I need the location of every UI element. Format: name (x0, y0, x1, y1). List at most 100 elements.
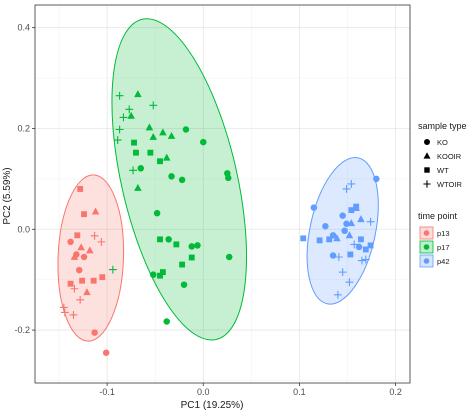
data-point-p17-square (147, 149, 154, 156)
legend-key-dot-p42 (423, 258, 430, 264)
data-point-p17-circle (225, 253, 233, 261)
data-point-p13-triangle (83, 288, 91, 296)
data-point-p13-plus (70, 284, 79, 293)
data-point-p17-plus (149, 101, 158, 110)
data-point-p42-triangle (333, 234, 341, 242)
data-point-p42-circle (310, 204, 318, 211)
grid-lines (35, 5, 410, 383)
legend-label-kooir: KOOIR (437, 152, 462, 161)
data-point-p13-triangle (70, 252, 79, 260)
data-point-p17-circle (153, 209, 161, 217)
data-point-p42-plus (334, 253, 343, 261)
data-point-p13-plus (60, 308, 69, 317)
x-tick-label: -0.1 (99, 387, 115, 397)
x-tick-label: 0.2 (389, 387, 402, 397)
data-point-p13-square (77, 186, 84, 192)
data-point-p17-square (157, 272, 163, 279)
data-point-p13-plus (59, 303, 68, 312)
data-point-p17-square (188, 254, 195, 261)
data-points (59, 90, 380, 357)
data-point-p17-circle (224, 170, 231, 177)
legend-label-wt: WT (437, 166, 449, 175)
data-point-p17-circle (150, 271, 157, 278)
data-point-p13-plus (90, 231, 99, 240)
data-point-p17-square (179, 261, 186, 268)
data-point-p17-plus (108, 265, 117, 274)
data-point-p13-square (99, 274, 106, 281)
data-point-p13-triangle (77, 243, 85, 251)
data-point-p13-circle (80, 253, 88, 261)
data-point-p17-circle (200, 138, 207, 146)
panel-border (34, 4, 411, 384)
y-tick-label: 0.0 (17, 224, 30, 234)
data-point-p13-plus (97, 237, 106, 246)
data-point-p17-plus (125, 105, 134, 114)
color-legend-title: time point (418, 211, 458, 221)
data-point-p13-triangle (86, 246, 94, 254)
data-point-p13-square (79, 277, 86, 284)
data-point-p17-triangle (159, 128, 167, 136)
data-point-p42-plus (333, 290, 342, 299)
data-point-p42-triangle (357, 215, 365, 223)
data-point-p17-circle (182, 126, 190, 133)
data-point-p17-circle (137, 165, 145, 172)
data-point-p13-plus (76, 295, 85, 304)
data-point-p17-plus (115, 91, 124, 100)
data-point-p42-plus (350, 240, 359, 249)
data-point-p42-plus (345, 278, 354, 287)
legend-key-circle (424, 139, 430, 145)
legend-label-p42: p42 (437, 257, 450, 266)
legend-key-dot-p17 (423, 244, 430, 250)
legend-label-ko: KO (437, 138, 448, 147)
data-point-p42-circle (373, 175, 380, 183)
data-point-p17-triangle (134, 183, 142, 191)
color-legend: p13 p17 p42 (419, 226, 450, 268)
legend: sample type KO KOOIR WT WTOIR time point p1… (418, 121, 467, 268)
data-point-p17-square (173, 241, 180, 248)
data-point-p13-square (90, 277, 97, 284)
data-point-p42-square (367, 242, 374, 249)
data-point-p17-square (157, 236, 163, 243)
data-point-p13-square (67, 280, 74, 287)
data-point-p42-plus (366, 217, 375, 226)
data-point-p42-triangle (347, 219, 356, 227)
data-point-p42-square (316, 237, 323, 244)
data-point-p17-circle (180, 281, 188, 288)
data-point-p42-square (300, 235, 307, 242)
data-point-p17-square (159, 269, 166, 276)
data-point-p42-circle (355, 243, 363, 251)
data-point-p13-circle (67, 238, 74, 246)
data-point-p42-plus (338, 268, 347, 277)
data-point-p17-plus (129, 166, 137, 175)
panel-frame (34, 4, 411, 384)
data-point-p17-circle (168, 173, 175, 180)
legend-label-p13: p13 (437, 229, 450, 238)
data-point-p17-plus (119, 113, 128, 122)
shape-legend: KO KOOIR WT WTOIR (423, 138, 462, 189)
data-point-p17-square (157, 158, 163, 165)
y-axis-title: PC2 (5.59%) (2, 167, 13, 224)
axis-ticks: -0.1 0.0 0.1 0.2 -0.2 0.0 0.2 0.4 (14, 23, 401, 397)
data-point-p17-circle (163, 318, 170, 325)
data-point-p17-triangle (145, 123, 154, 131)
data-point-p42-circle (329, 252, 337, 259)
data-point-p17-square (131, 139, 137, 146)
data-point-p17-plus (115, 125, 124, 134)
data-point-p42-plus (361, 255, 370, 264)
legend-key-square (424, 167, 430, 173)
data-point-p42-square (353, 203, 360, 210)
data-point-p17-plus (113, 136, 122, 144)
x-tick-label: 0.0 (197, 387, 210, 397)
data-point-p17-circle (188, 243, 195, 250)
y-tick-label: -0.2 (14, 325, 30, 335)
data-point-p13-square (81, 211, 87, 218)
data-point-p42-plus (342, 185, 351, 193)
x-tick-label: 0.1 (293, 387, 306, 397)
data-point-p13-circle (75, 266, 83, 274)
shape-legend-title: sample type (418, 121, 467, 131)
legend-key-triangle (423, 152, 431, 159)
data-point-p17-triangle (127, 111, 135, 119)
ellipse-p13 (57, 174, 125, 342)
data-point-p42-triangle (345, 231, 354, 239)
data-point-p42-square (347, 251, 354, 258)
